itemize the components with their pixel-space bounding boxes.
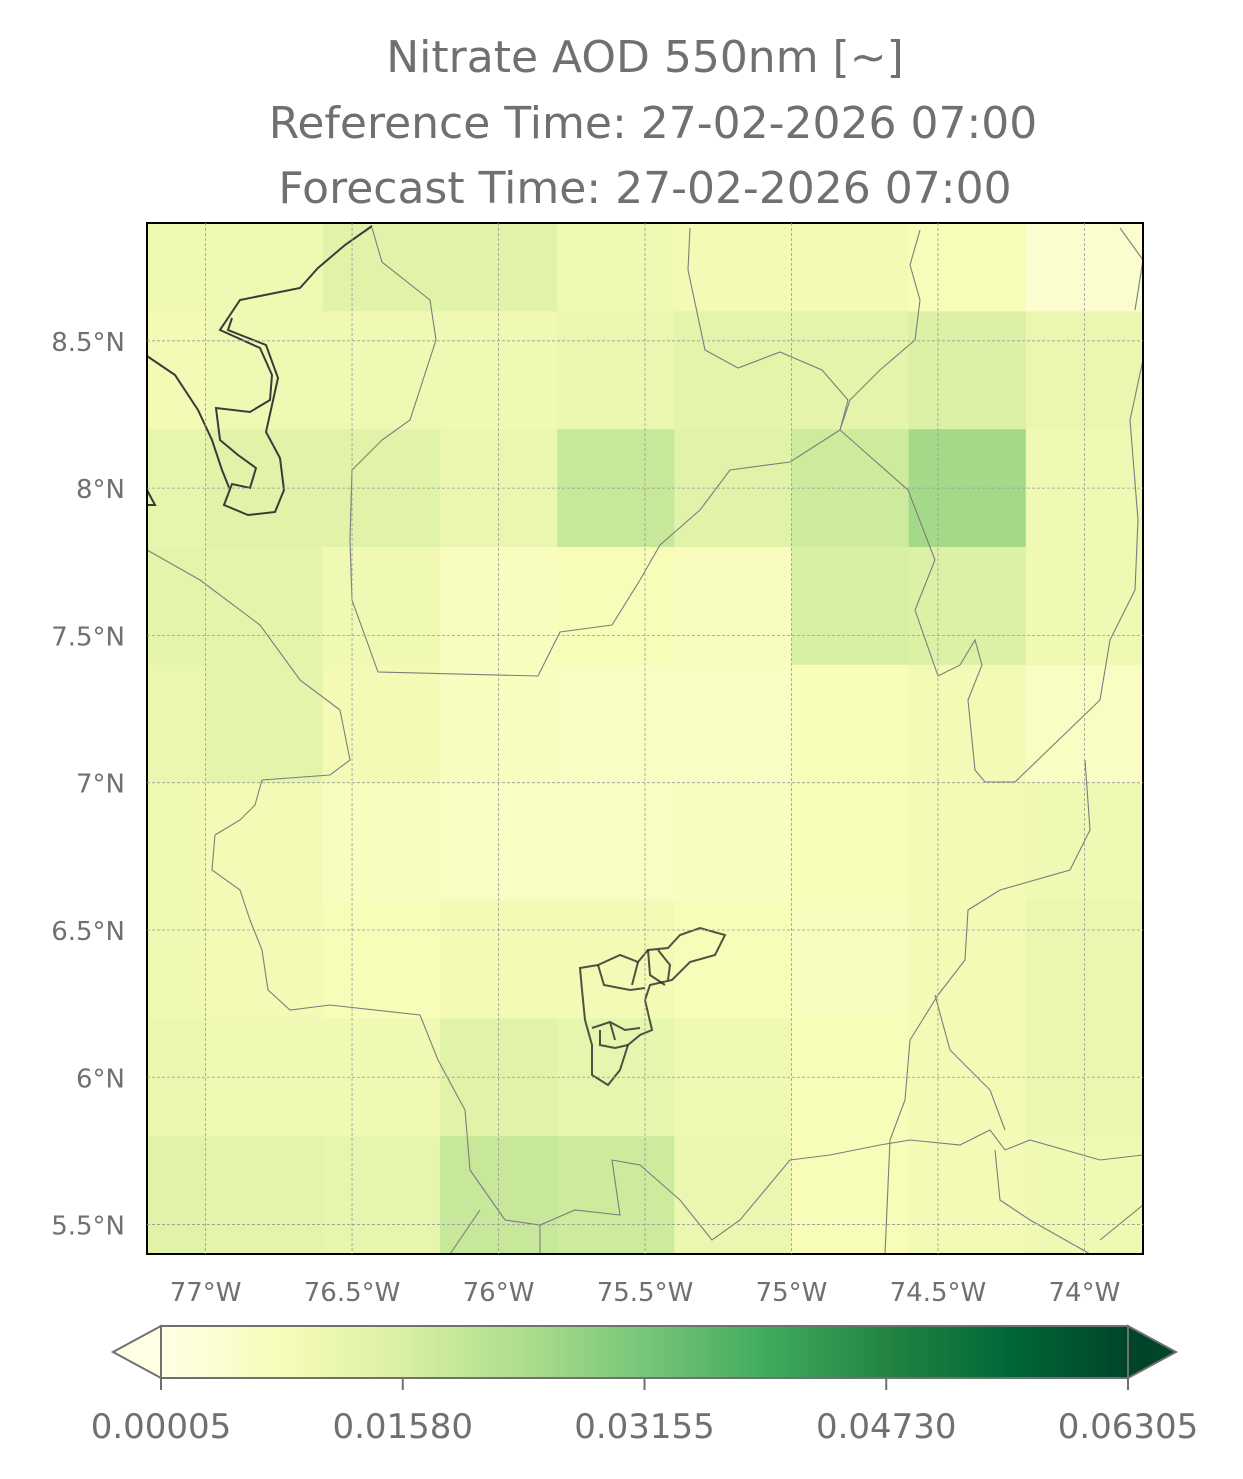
colorbar-gradient [160,1325,1129,1379]
grid-cell [205,311,324,430]
grid-cell [322,311,441,430]
grid-cell [205,547,324,666]
department-border [1119,227,1143,311]
grid-cell [147,900,207,1019]
grid-cell [791,547,910,666]
grid-cell [908,664,1027,784]
cell-layer [147,223,1143,1254]
coastline [147,355,231,491]
colorbar-tick-label: 0.00005 [91,1407,232,1447]
grid-cell [439,223,558,312]
grid-cell [791,782,910,902]
grid-cell [557,1136,675,1254]
colorbar: 0.00005 0.01580 0.03155 0.04730 0.06305 [91,1324,1199,1447]
grid-cell [322,547,441,666]
grid-cell [205,900,324,1019]
y-tick-label: 8°N [76,475,125,505]
colorbar-tick-label: 0.04730 [816,1407,957,1447]
grid-cell [147,1018,207,1137]
grid-cell [322,782,441,902]
grid-cell [322,900,441,1019]
forecast-time: Forecast Time: 27-02-2026 07:00 [278,163,1011,214]
y-tick-label: 6.5°N [51,917,125,947]
grid-cell [147,311,207,430]
department-border [889,759,1091,1141]
department-border [449,1139,1143,1254]
grid-cell [674,311,792,430]
grid-cell [557,429,675,548]
coastline [214,225,373,517]
grid-cell [908,1136,1027,1254]
grid-cell [791,900,910,1019]
grid-cell [205,1136,324,1254]
y-tick-label: 6°N [76,1064,125,1094]
reference-time: Reference Time: 27-02-2026 07:00 [269,98,1038,149]
grid-cell [322,1136,441,1254]
grid-cell [908,782,1027,902]
grid-cell [205,664,324,784]
grid-cell [439,782,558,902]
borders [147,227,1143,1254]
grid-cell [674,900,792,1019]
grid-cell [205,782,324,902]
x-tick-label: 77°W [170,1278,242,1308]
colorbar-extend-low [110,1324,162,1380]
x-tick-label: 76°W [463,1278,535,1308]
grid-cell [147,223,207,312]
coastline [147,225,373,517]
grid-cell [674,664,792,784]
coastline [147,489,157,506]
grid-cell [908,223,1027,312]
colorbar-tick-label: 0.01580 [332,1407,473,1447]
x-tick-label: 75.5°W [597,1278,694,1308]
grid-cell [557,547,675,666]
y-tick-label: 7°N [76,770,125,800]
grid-cell [557,311,675,430]
grid-cell [147,782,207,902]
grid-cell [674,1136,792,1254]
grid-cell [791,1136,910,1254]
grid-cell [147,664,207,784]
grid-cell [322,223,441,312]
y-tick-label: 5.5°N [51,1212,125,1242]
chart-title: Nitrate AOD 550nm [~] [386,32,904,83]
colorbar-tick-label: 0.03155 [574,1407,715,1447]
grid-cell [791,664,910,784]
municipalities [578,926,727,1087]
grid-cell [1025,223,1143,312]
grid-cell [557,223,675,312]
grid-cell [674,782,792,902]
grid-cell [147,1136,207,1254]
colorbar-tick-label: 0.06305 [1058,1407,1199,1447]
grid-cell [557,664,675,784]
grid-cell [322,664,441,784]
grid-cell [908,547,1027,666]
grid-cell [557,1018,675,1137]
grid-cell [908,311,1027,430]
grid-cell [147,429,207,548]
x-tick-label: 76.5°W [304,1278,401,1308]
grid-cell [791,223,910,312]
x-tick-label: 75°W [756,1278,828,1308]
grid-cell [557,782,675,902]
x-tick-label: 74.5°W [890,1278,987,1308]
grid-cell [674,547,792,666]
y-tick-label: 8.5°N [51,328,125,358]
y-tick-label: 7.5°N [51,622,125,652]
grid-cell [205,223,324,312]
municipality-outline [591,949,672,1050]
department-border [687,227,1143,783]
grid-cell [557,900,675,1019]
colorbar-extend-high [1127,1324,1179,1380]
x-tick-label: 74°W [1049,1278,1121,1308]
grid-cell [791,311,910,430]
department-border [349,227,921,677]
